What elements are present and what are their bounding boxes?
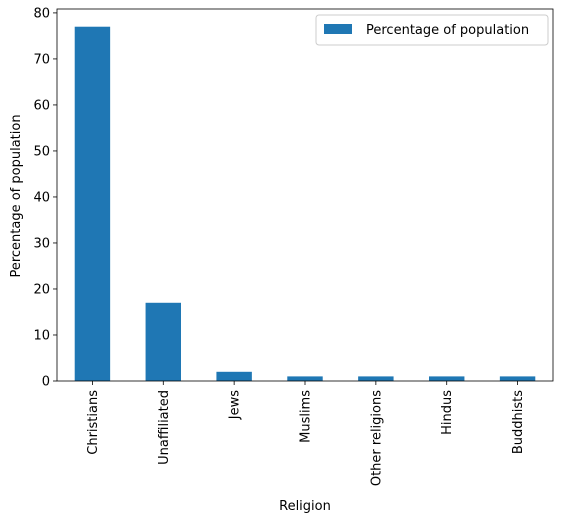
x-axis: Christians Unaffiliated Jews Muslims Other r… <box>86 381 526 486</box>
x-tick-label: Christians <box>86 390 101 455</box>
y-tick-label: 0 <box>42 375 50 390</box>
bars-group <box>74 26 536 381</box>
y-tick-label: 50 <box>33 144 50 159</box>
plot-frame <box>56 8 554 382</box>
y-axis: 0 10 20 30 40 50 60 70 80 <box>33 6 57 390</box>
x-tick-label: Unaffiliated <box>157 390 172 465</box>
legend: Percentage of population <box>315 14 549 46</box>
legend-label: Percentage of population <box>366 23 529 38</box>
bar-christians <box>74 26 111 381</box>
x-tick-label: Other religions <box>369 390 384 486</box>
x-axis-title: Religion <box>279 499 331 514</box>
bar-unaffiliated <box>145 302 181 381</box>
x-tick-label: Buddhists <box>511 390 526 454</box>
y-tick-label: 70 <box>33 52 50 67</box>
legend-box <box>315 14 549 46</box>
y-tick-label: 60 <box>33 98 50 113</box>
bar-buddhists <box>499 376 536 381</box>
y-tick-label: 80 <box>33 6 50 21</box>
y-tick-label: 20 <box>33 282 50 297</box>
y-tick-label: 40 <box>33 190 50 205</box>
bar-hindus <box>429 376 465 381</box>
x-tick-label: Hindus <box>440 390 455 435</box>
y-tick-label: 30 <box>33 236 50 251</box>
y-axis-title: Percentage of population <box>9 114 24 277</box>
y-tick-label: 10 <box>33 328 50 343</box>
legend-swatch <box>324 24 352 34</box>
bar-other-religions <box>358 376 394 381</box>
x-tick-label: Jews <box>228 390 243 420</box>
bar-jews <box>216 371 252 381</box>
bar-muslims <box>287 376 323 381</box>
x-tick-label: Muslims <box>299 390 314 443</box>
